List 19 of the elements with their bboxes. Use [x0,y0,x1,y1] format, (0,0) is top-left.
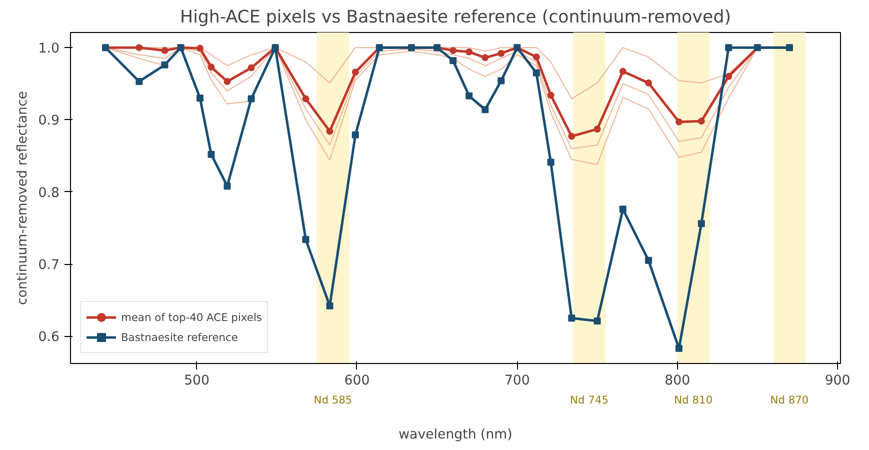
x-tick-label: 700 [504,374,530,388]
y-tick-label: 0.7 [38,258,60,274]
x-tick-label: 800 [664,374,690,388]
y-axis-title: continuum-removed reflectance [15,91,30,305]
y-tick-label: 1.0 [38,42,60,57]
x-tick-label: 600 [344,374,370,388]
y-tick-label: 0.9 [38,114,60,129]
y-tick-label: 0.6 [38,330,60,346]
legend-label: Bastnaesite reference [121,330,238,344]
band-label: Nd 585 [314,394,352,406]
band-label: Nd 870 [770,394,809,406]
legend-label: mean of top-40 ACE pixels [121,310,262,324]
x-tick-label: 900 [824,374,850,388]
band-label: Nd 745 [570,394,608,406]
chart-title: High-ACE pixels vs Bastnaesite reference (continuum-removed) [180,8,731,28]
y-tick-label: 0.8 [38,186,60,201]
x-tick-label: 500 [184,374,210,388]
band-label: Nd 810 [674,394,713,406]
x-axis-title: wavelength (nm) [398,428,512,442]
